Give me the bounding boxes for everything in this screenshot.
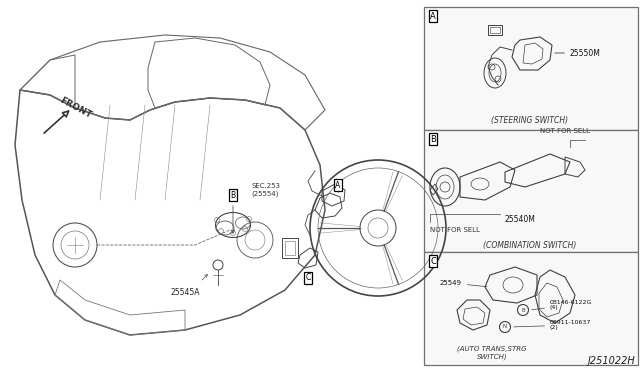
Text: NOT FOR SELL: NOT FOR SELL [430, 227, 480, 233]
Bar [282, 238, 298, 258]
Text: (STEERING SWITCH): (STEERING SWITCH) [492, 116, 568, 125]
Bar [424, 252, 638, 365]
Text: C: C [305, 273, 310, 282]
Text: 25550M: 25550M [555, 48, 601, 58]
Text: B: B [430, 135, 436, 144]
Text: B: B [521, 308, 525, 312]
Text: 25545A: 25545A [170, 288, 200, 297]
Bar [488, 25, 502, 35]
Text: SEC.253
(25554): SEC.253 (25554) [251, 183, 280, 196]
Text: 08146-6122G
(4): 08146-6122G (4) [532, 299, 593, 310]
Text: (COMBINATION SWITCH): (COMBINATION SWITCH) [483, 241, 577, 250]
Text: C: C [430, 257, 436, 266]
Text: (AUTO TRANS,STRG
SWITCH): (AUTO TRANS,STRG SWITCH) [457, 346, 527, 360]
Bar [424, 130, 638, 252]
Text: N: N [503, 324, 507, 330]
Text: NOT FOR SELL: NOT FOR SELL [540, 128, 590, 134]
Text: B: B [230, 190, 236, 199]
Text: J251022H: J251022H [588, 356, 635, 366]
Text: 25540M: 25540M [504, 215, 536, 224]
Bar [285, 241, 295, 255]
Text: 25549: 25549 [440, 280, 487, 287]
Text: FRONT: FRONT [58, 96, 93, 120]
Bar [490, 27, 500, 33]
Text: A: A [335, 180, 340, 189]
Text: A: A [430, 12, 436, 20]
Bar [424, 7, 638, 130]
Text: 08911-10637
(2): 08911-10637 (2) [514, 320, 591, 330]
